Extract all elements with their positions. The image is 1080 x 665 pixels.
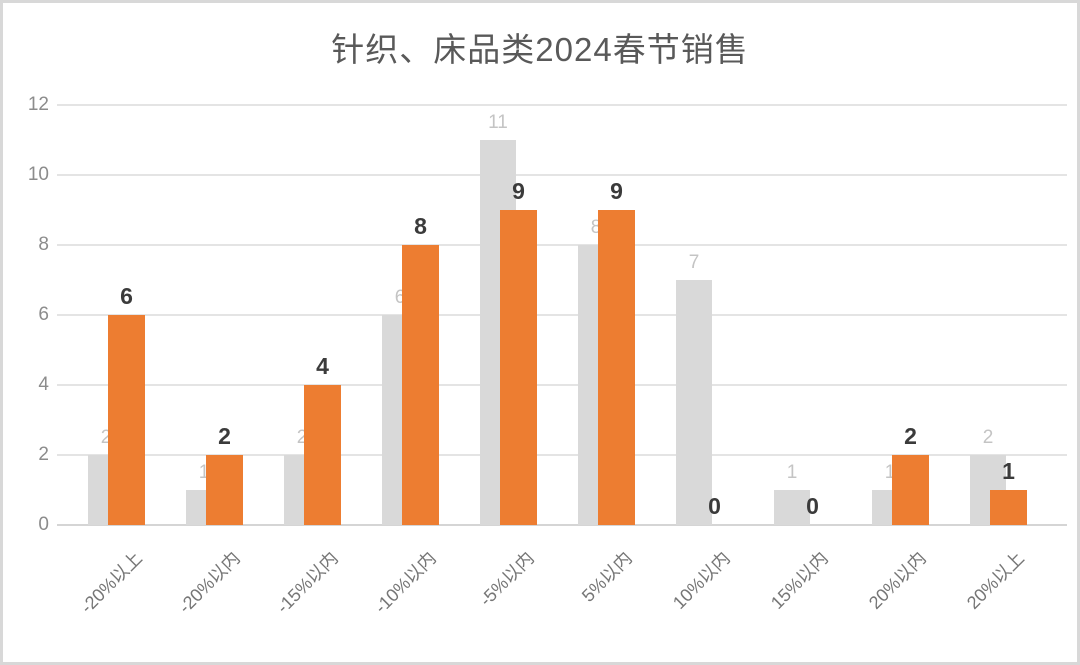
y-axis-tick-label: 8	[38, 234, 49, 255]
orange-value-label: 9	[512, 177, 525, 204]
orange-bar	[892, 455, 929, 525]
gray-value-label: 2	[982, 427, 994, 449]
gray-value-label: 8	[590, 217, 602, 239]
orange-value-label: 2	[218, 422, 231, 449]
orange-bar	[304, 385, 341, 525]
orange-value-label: 1	[1002, 457, 1015, 484]
gray-bar	[676, 280, 712, 525]
orange-value-label: 0	[806, 492, 819, 519]
gridline	[57, 454, 1067, 456]
gray-value-label: 11	[488, 112, 508, 134]
x-axis-category-label: -20%以上	[76, 547, 146, 618]
x-axis-category-label: 20%以内	[864, 547, 930, 613]
y-axis-tick-label: 0	[38, 514, 49, 535]
gridline	[57, 314, 1067, 316]
gray-value-label: 6	[394, 287, 406, 309]
x-axis-line	[57, 524, 1067, 526]
chart-title: 针织、床品类2024春节销售	[331, 31, 749, 68]
gridline	[57, 174, 1067, 176]
gray-value-label: 1	[884, 462, 896, 484]
orange-bar	[500, 210, 537, 525]
orange-value-label: 4	[316, 352, 329, 379]
gray-value-label: 2	[296, 427, 308, 449]
y-axis-tick-label: 6	[38, 304, 49, 325]
orange-bar	[990, 490, 1027, 525]
orange-value-label: 0	[708, 492, 721, 519]
x-axis-category-label: -5%以内	[475, 547, 538, 611]
x-axis-category-label: 20%以上	[962, 547, 1028, 613]
gray-value-label: 2	[100, 427, 112, 449]
orange-bar	[108, 315, 145, 525]
gridline	[57, 104, 1067, 106]
orange-value-label: 6	[120, 282, 133, 309]
orange-bar	[402, 245, 439, 525]
gray-value-label: 1	[198, 462, 210, 484]
y-axis-tick-label: 2	[38, 444, 49, 465]
gray-value-label: 1	[786, 462, 798, 484]
orange-bar	[598, 210, 635, 525]
gray-value-label: 7	[688, 252, 700, 274]
gridline	[57, 384, 1067, 386]
x-axis-category-label: 15%以内	[766, 547, 832, 613]
orange-bar	[206, 455, 243, 525]
x-axis-category-label: -15%以内	[272, 547, 342, 618]
x-axis-category-label: -20%以内	[174, 547, 244, 618]
y-axis-tick-label: 10	[27, 164, 49, 185]
gray-bar	[774, 490, 810, 525]
plot-area: 2 6 -20%以上 1 2 -20%以内 2 4 -15%以内 6 8 -10%以内 11 9 -5%以内…	[57, 104, 1067, 617]
orange-value-label: 8	[414, 212, 427, 239]
y-axis-tick-label: 4	[38, 374, 49, 395]
x-axis-category-label: -10%以内	[370, 547, 440, 618]
orange-value-label: 9	[610, 177, 623, 204]
gridline	[57, 244, 1067, 246]
orange-value-label: 2	[904, 422, 917, 449]
x-axis-category-label: 5%以内	[577, 547, 636, 606]
y-axis-tick-label: 12	[27, 94, 49, 115]
x-axis-category-label: 10%以内	[668, 547, 734, 613]
